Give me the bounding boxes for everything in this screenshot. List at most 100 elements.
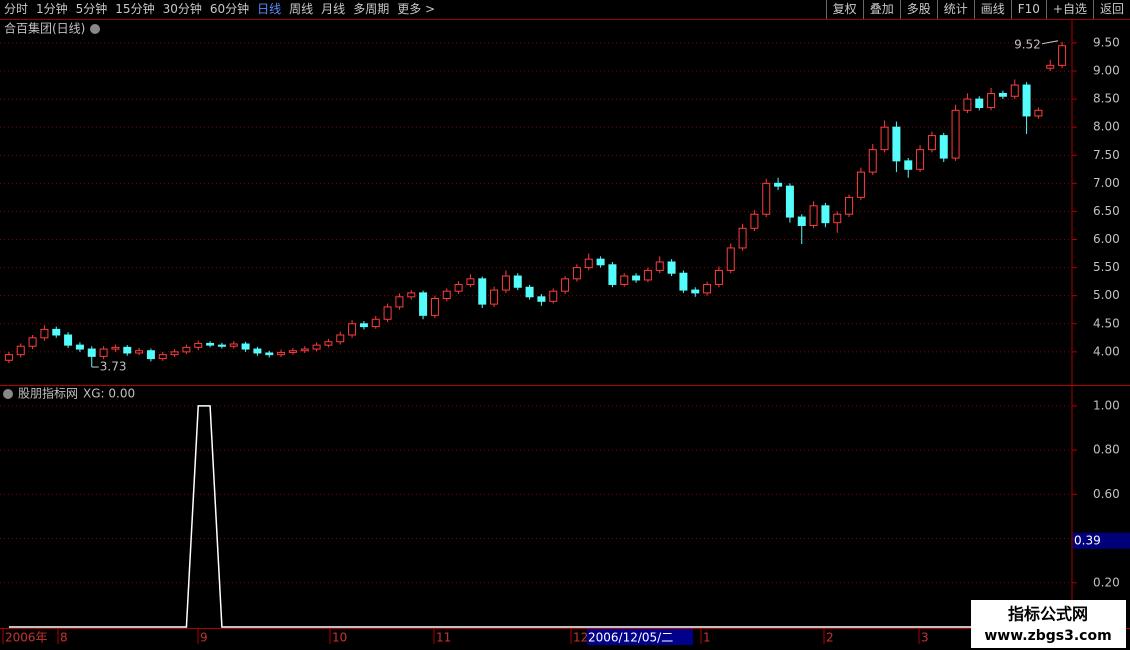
candle-body xyxy=(632,275,641,281)
candle-body xyxy=(371,318,380,328)
candle-body xyxy=(359,323,368,328)
candle-body xyxy=(797,216,806,226)
y-tick-label: 9.00 xyxy=(1093,63,1120,77)
candle-body xyxy=(572,267,581,280)
candle-body xyxy=(40,328,49,339)
candle-body xyxy=(596,258,605,266)
x-label: 2006年 xyxy=(5,631,48,645)
y-tick-label: 8.00 xyxy=(1093,120,1120,134)
y-tick-label: 6.00 xyxy=(1093,232,1120,246)
tool-button[interactable]: +自选 xyxy=(1045,0,1093,19)
tool-button[interactable]: 返回 xyxy=(1092,0,1130,19)
candle-body xyxy=(643,269,652,281)
min-label: 3.73 xyxy=(100,360,127,374)
candle-body xyxy=(466,278,475,285)
tool-button[interactable]: 多股 xyxy=(899,0,937,19)
candle-body xyxy=(738,227,747,249)
candle-body xyxy=(407,292,416,298)
y-tick-label: 5.50 xyxy=(1093,260,1120,274)
period-tab[interactable]: 周线 xyxy=(289,2,314,16)
x-label: 10 xyxy=(332,631,347,645)
candle-body xyxy=(28,337,37,347)
tool-button[interactable]: 画线 xyxy=(973,0,1011,19)
period-tab[interactable]: 15分钟 xyxy=(115,2,155,16)
candle-body xyxy=(206,342,215,346)
candle-body xyxy=(904,160,913,170)
x-label: 3 xyxy=(921,631,929,645)
candle-body xyxy=(454,283,463,292)
tool-button[interactable]: 叠加 xyxy=(862,0,900,19)
period-tab[interactable]: 分时 xyxy=(4,2,29,16)
period-tab[interactable]: 更多 > xyxy=(397,2,436,16)
period-tab[interactable]: 30分钟 xyxy=(162,2,202,16)
candle-body xyxy=(608,264,617,285)
candle-body xyxy=(158,354,167,360)
candle-body xyxy=(1058,45,1067,66)
x-label: 8 xyxy=(60,631,68,645)
x-label: 2 xyxy=(826,631,834,645)
candle-body xyxy=(998,92,1007,97)
y-tick-label: 0.60 xyxy=(1093,487,1120,501)
candle-body xyxy=(146,350,155,360)
max-arrow xyxy=(1041,40,1059,45)
period-tab[interactable]: 5分钟 xyxy=(75,2,108,16)
tool-button[interactable]: 统计 xyxy=(936,0,974,19)
y-tick-label: 1.00 xyxy=(1093,398,1120,412)
candle-body xyxy=(135,350,144,354)
candle-body xyxy=(703,283,712,294)
indicator-legend: XG: 0.00 xyxy=(83,387,135,401)
candle-body xyxy=(182,346,191,353)
x-label: 1 xyxy=(703,631,711,645)
candle-body xyxy=(714,269,723,285)
y-tick-label: 7.00 xyxy=(1093,176,1120,190)
candle-body xyxy=(217,344,226,347)
candle-body xyxy=(549,290,558,302)
candle-body xyxy=(880,126,889,151)
candle-body xyxy=(229,343,238,347)
candle-body xyxy=(75,344,84,350)
candle-body xyxy=(1022,84,1031,117)
max-label: 9.52 xyxy=(1014,37,1041,51)
candle-body xyxy=(679,272,688,291)
candle-body xyxy=(111,346,120,350)
candle-body xyxy=(170,351,179,356)
indicator-line xyxy=(8,405,1063,628)
candle-body xyxy=(324,341,333,346)
y-tick-label: 6.50 xyxy=(1093,204,1120,218)
candle-body xyxy=(277,351,286,356)
candle-body xyxy=(927,135,936,151)
y-tick-label: 8.50 xyxy=(1093,92,1120,106)
period-tab[interactable]: 月线 xyxy=(321,2,346,16)
candle-body xyxy=(845,196,854,215)
period-tab[interactable]: 60分钟 xyxy=(209,2,250,16)
tool-button[interactable]: F10 xyxy=(1010,0,1046,19)
candle-body xyxy=(785,185,794,218)
candle-body xyxy=(975,98,984,109)
watermark-box xyxy=(971,600,1126,648)
candle-body xyxy=(987,92,996,109)
period-tab[interactable]: 日线 xyxy=(257,2,282,16)
y-tick-label: 4.00 xyxy=(1093,344,1120,358)
period-tab[interactable]: 多周期 xyxy=(353,2,390,16)
candle-body xyxy=(892,126,901,162)
menu-icon xyxy=(90,24,100,34)
candle-body xyxy=(348,323,357,336)
candle-body xyxy=(856,171,865,198)
candle-body xyxy=(1046,64,1055,69)
candle-body xyxy=(951,109,960,159)
candle-body xyxy=(691,289,700,294)
x-label: 12 xyxy=(573,631,588,645)
candle-body xyxy=(419,292,428,316)
candle-body xyxy=(620,275,629,285)
x-label: 9 xyxy=(200,631,208,645)
current-value: 0.39 xyxy=(1074,533,1101,547)
candle-body xyxy=(561,278,570,292)
y-tick-label: 9.50 xyxy=(1093,35,1120,49)
tool-buttons: 复权 叠加 多股 统计 画线 F10 +自选 返回 xyxy=(825,0,1130,19)
candle-body xyxy=(868,149,877,173)
tool-button[interactable]: 复权 xyxy=(825,0,863,19)
candle-body xyxy=(123,346,132,354)
period-tab[interactable]: 1分钟 xyxy=(36,2,68,16)
y-tick-label: 0.80 xyxy=(1093,443,1120,457)
